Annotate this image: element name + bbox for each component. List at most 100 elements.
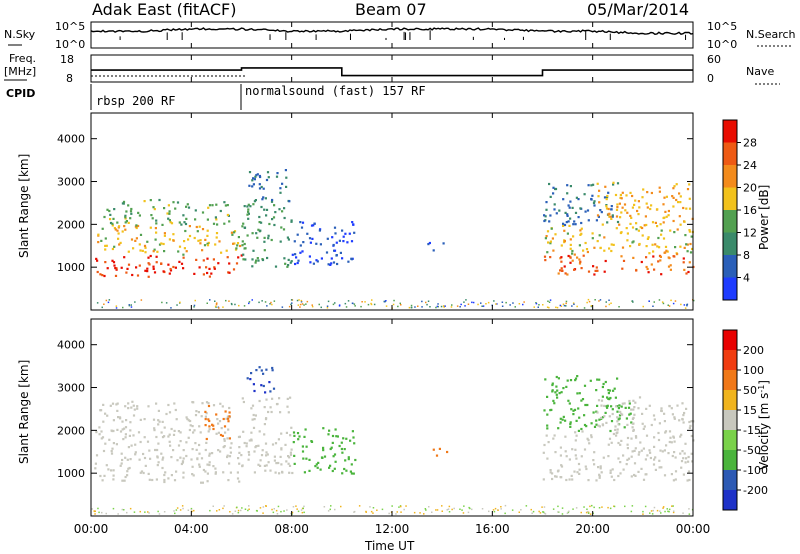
heatmap-cell [400, 304, 402, 306]
colorbar-swatch [723, 255, 737, 278]
heatmap-cell [232, 242, 235, 245]
colorbar-tick-label: 28 [743, 137, 757, 150]
heatmap-cell [586, 250, 589, 254]
heatmap-cell [163, 232, 166, 235]
heatmap-cell [632, 428, 635, 432]
heatmap-cell [610, 420, 614, 423]
heatmap-cell [124, 436, 127, 439]
heatmap-cell [568, 224, 571, 227]
heatmap-cell [559, 304, 562, 307]
heatmap-cell [245, 442, 248, 445]
heatmap-cell [265, 208, 269, 211]
heatmap-cell [163, 480, 166, 484]
heatmap-cell [580, 267, 583, 270]
heatmap-cell [598, 378, 601, 381]
heatmap-cell [182, 256, 185, 259]
heatmap-cell [124, 228, 127, 231]
heatmap-cell [327, 510, 330, 512]
heatmap-cell [607, 207, 610, 211]
heatmap-cell [652, 414, 656, 417]
heatmap-cell [222, 306, 224, 308]
heatmap-cell [567, 220, 570, 223]
heatmap-cell [169, 221, 172, 224]
heatmap-cell [172, 201, 175, 204]
heatmap-cell [129, 507, 132, 510]
heatmap-cell [591, 232, 594, 235]
heatmap-cell [581, 430, 584, 433]
heatmap-cell [177, 444, 181, 447]
heatmap-cell [598, 300, 600, 302]
heatmap-cell [626, 423, 629, 426]
heatmap-cell [639, 441, 642, 444]
heatmap-cell [115, 305, 118, 307]
heatmap-cell [678, 192, 681, 195]
heatmap-cell [350, 463, 353, 466]
heatmap-cell [559, 446, 562, 449]
heatmap-cell [686, 303, 689, 306]
heatmap-cell [569, 379, 573, 382]
heatmap-cell [298, 299, 300, 301]
heatmap-cell [522, 303, 524, 306]
heatmap-cell [204, 470, 207, 473]
heatmap-cell [96, 270, 99, 274]
heatmap-cell [500, 506, 502, 508]
heatmap-cell [586, 403, 589, 407]
nave-tick-bottom: 0 [707, 72, 714, 85]
heatmap-cell [152, 206, 155, 209]
heatmap-cell [555, 375, 558, 379]
heatmap-cell [104, 412, 107, 415]
heatmap-cell [546, 230, 550, 233]
heatmap-cell [236, 506, 238, 509]
heatmap-cell [352, 436, 355, 439]
heatmap-cell [252, 183, 255, 186]
heatmap-cell [645, 223, 648, 227]
heatmap-cell [163, 473, 166, 477]
heatmap-cell [670, 473, 673, 476]
heatmap-cell [149, 457, 152, 460]
heatmap-cell [384, 300, 386, 303]
heatmap-cell [289, 453, 293, 456]
heatmap-cell [676, 253, 679, 256]
heatmap-cell [619, 231, 622, 235]
heatmap-cell [559, 269, 562, 272]
heatmap-cell [300, 299, 303, 302]
heatmap-cell [648, 252, 651, 255]
heatmap-cell [101, 511, 103, 514]
heatmap-cell [98, 433, 101, 436]
heatmap-cell [176, 304, 178, 306]
heatmap-cell [652, 255, 655, 258]
heatmap-cell [318, 303, 320, 306]
heatmap-cell [566, 214, 569, 217]
heatmap-cell [248, 439, 251, 442]
heatmap-cell [610, 475, 613, 478]
heatmap-cell [258, 366, 261, 369]
heatmap-cell [425, 509, 427, 511]
heatmap-cell [419, 512, 421, 514]
heatmap-cell [605, 305, 607, 308]
heatmap-cell [205, 441, 208, 444]
heatmap-cell [303, 471, 306, 474]
heatmap-cell [279, 455, 282, 458]
colorbar-swatch [723, 277, 737, 301]
heatmap-cell [599, 246, 602, 249]
heatmap-cell [553, 402, 556, 405]
heatmap-cell [568, 206, 571, 209]
heatmap-cell [252, 249, 255, 252]
heatmap-cell [572, 235, 575, 238]
heatmap-cell [311, 305, 314, 308]
heatmap-cell [191, 473, 194, 476]
heatmap-cell [656, 509, 659, 512]
heatmap-cell [263, 423, 266, 426]
heatmap-cell [472, 301, 475, 304]
heatmap-cell [300, 226, 304, 229]
heatmap-cell [124, 433, 127, 436]
heatmap-cell [315, 463, 318, 466]
heatmap-cell [660, 512, 662, 514]
cpid-segment-1: rbsp 200 RF [96, 94, 175, 108]
heatmap-cell [99, 273, 102, 276]
heatmap-cell [314, 465, 317, 468]
heatmap-cell [292, 441, 295, 444]
heatmap-cell [168, 411, 172, 414]
heatmap-cell [115, 403, 118, 406]
heatmap-cell [546, 427, 549, 430]
